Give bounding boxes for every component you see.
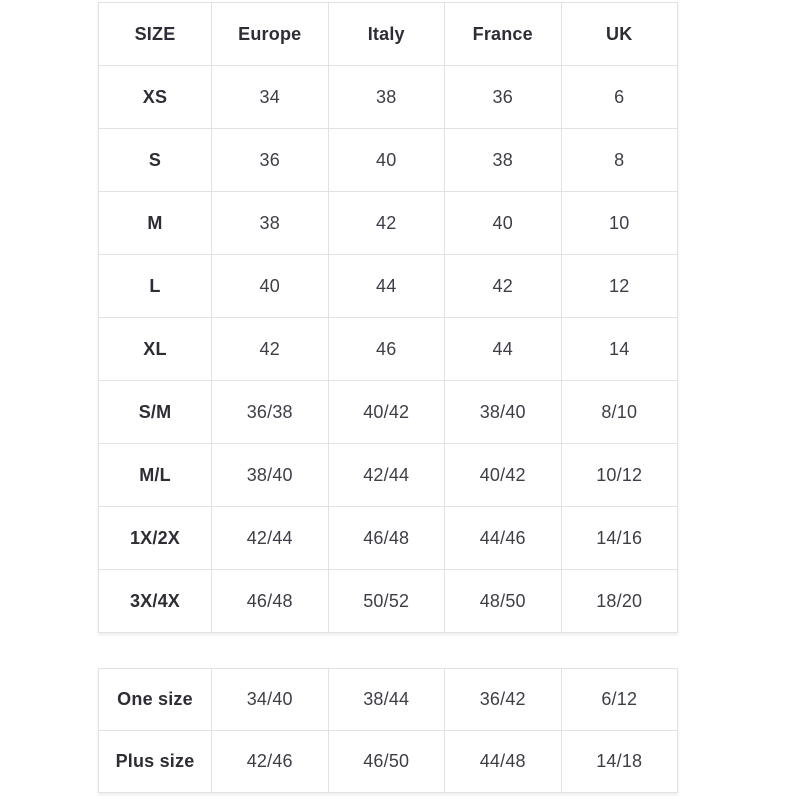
- size-conversion-table: SIZE Europe Italy France UK XS 34 38 36 6 S 36 40 38 8…: [98, 2, 678, 633]
- column-header-europe: Europe: [211, 2, 329, 66]
- row-label: Plus size: [98, 730, 212, 793]
- size-value-cell: 42/44: [211, 506, 329, 570]
- table-row: Plus size 42/46 46/50 44/48 14/18: [98, 730, 678, 793]
- size-value-cell: 42: [327, 191, 445, 255]
- row-label: 1X/2X: [98, 506, 212, 570]
- size-value-cell: 44/48: [444, 730, 562, 793]
- row-label: S: [98, 128, 212, 192]
- size-conversion-page: SIZE Europe Italy France UK XS 34 38 36 6 S 36 40 38 8…: [98, 2, 678, 793]
- size-value-cell: 38: [327, 65, 445, 129]
- table-row: L 40 44 42 12: [98, 254, 678, 318]
- size-value-cell: 40: [211, 254, 329, 318]
- row-label: One size: [98, 668, 212, 731]
- row-label: S/M: [98, 380, 212, 444]
- column-header-uk: UK: [560, 2, 678, 66]
- size-value-cell: 44/46: [444, 506, 562, 570]
- table-row: One size 34/40 38/44 36/42 6/12: [98, 668, 678, 731]
- table-row: 3X/4X 46/48 50/52 48/50 18/20: [98, 569, 678, 633]
- row-label: M/L: [98, 443, 212, 507]
- size-value-cell: 50/52: [327, 569, 445, 633]
- size-value-cell: 46/48: [327, 506, 445, 570]
- size-value-cell: 46/50: [327, 730, 445, 793]
- size-value-cell: 36: [211, 128, 329, 192]
- header-row: SIZE Europe Italy France UK: [98, 2, 678, 66]
- size-value-cell: 44: [444, 317, 562, 381]
- column-header-size: SIZE: [98, 2, 212, 66]
- column-header-italy: Italy: [327, 2, 445, 66]
- table-row: 1X/2X 42/44 46/48 44/46 14/16: [98, 506, 678, 570]
- size-value-cell: 34/40: [211, 668, 329, 731]
- size-value-cell: 18/20: [560, 569, 678, 633]
- size-value-cell: 48/50: [444, 569, 562, 633]
- size-value-cell: 14/18: [560, 730, 678, 793]
- size-value-cell: 14/16: [560, 506, 678, 570]
- size-value-cell: 8/10: [560, 380, 678, 444]
- row-label: M: [98, 191, 212, 255]
- size-value-cell: 40/42: [327, 380, 445, 444]
- size-value-cell: 38: [444, 128, 562, 192]
- size-value-cell: 40: [327, 128, 445, 192]
- special-sizes-table: One size 34/40 38/44 36/42 6/12 Plus size 42/4…: [98, 668, 678, 793]
- size-value-cell: 14: [560, 317, 678, 381]
- size-value-cell: 36/42: [444, 668, 562, 731]
- row-label: XL: [98, 317, 212, 381]
- size-value-cell: 42: [444, 254, 562, 318]
- table-row: M 38 42 40 10: [98, 191, 678, 255]
- size-value-cell: 40: [444, 191, 562, 255]
- size-value-cell: 38/44: [327, 668, 445, 731]
- size-value-cell: 42: [211, 317, 329, 381]
- size-value-cell: 10: [560, 191, 678, 255]
- size-value-cell: 42/44: [327, 443, 445, 507]
- table-row: M/L 38/40 42/44 40/42 10/12: [98, 443, 678, 507]
- size-value-cell: 46: [327, 317, 445, 381]
- size-value-cell: 12: [560, 254, 678, 318]
- size-value-cell: 46/48: [211, 569, 329, 633]
- size-value-cell: 6/12: [560, 668, 678, 731]
- size-value-cell: 36/38: [211, 380, 329, 444]
- row-label: 3X/4X: [98, 569, 212, 633]
- table-row: XL 42 46 44 14: [98, 317, 678, 381]
- row-label: L: [98, 254, 212, 318]
- table-row: S/M 36/38 40/42 38/40 8/10: [98, 380, 678, 444]
- size-value-cell: 40/42: [444, 443, 562, 507]
- size-value-cell: 42/46: [211, 730, 329, 793]
- size-value-cell: 10/12: [560, 443, 678, 507]
- size-value-cell: 8: [560, 128, 678, 192]
- table-row: S 36 40 38 8: [98, 128, 678, 192]
- column-header-france: France: [444, 2, 562, 66]
- size-value-cell: 34: [211, 65, 329, 129]
- size-value-cell: 38/40: [211, 443, 329, 507]
- table-row: XS 34 38 36 6: [98, 65, 678, 129]
- size-value-cell: 6: [560, 65, 678, 129]
- size-value-cell: 38/40: [444, 380, 562, 444]
- size-value-cell: 44: [327, 254, 445, 318]
- size-value-cell: 38: [211, 191, 329, 255]
- size-value-cell: 36: [444, 65, 562, 129]
- row-label: XS: [98, 65, 212, 129]
